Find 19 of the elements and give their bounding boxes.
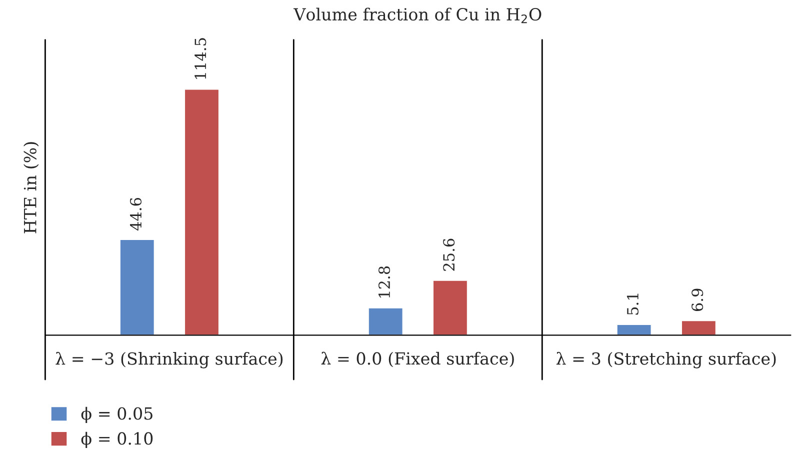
- data-label: 44.6: [130, 198, 142, 231]
- y-axis-title: HTE in (%): [24, 142, 39, 234]
- data-label: 114.5: [194, 38, 206, 79]
- bar: [432, 279, 468, 336]
- data-label: 12.8: [378, 266, 390, 298]
- bar: [184, 88, 220, 336]
- data-label: 6.9: [692, 288, 704, 312]
- legend-label: ϕ = 0.10: [81, 432, 153, 448]
- chart-title: Volume fraction of Cu in H$_{2}$O: [293, 8, 542, 24]
- x-tick-label: λ = 0.0 (Fixed surface): [321, 352, 514, 368]
- bar: [119, 238, 156, 336]
- legend-label: ϕ = 0.05: [81, 406, 152, 424]
- x-tick-label: λ = −3 (Shrinking surface): [56, 352, 283, 368]
- bar: [368, 307, 404, 336]
- data-label: 5.1: [626, 294, 639, 315]
- data-label: 25.6: [443, 238, 455, 271]
- bar: [616, 324, 652, 336]
- bar: [680, 320, 717, 336]
- x-tick-label: λ = 3 (Stretching surface): [556, 352, 776, 368]
